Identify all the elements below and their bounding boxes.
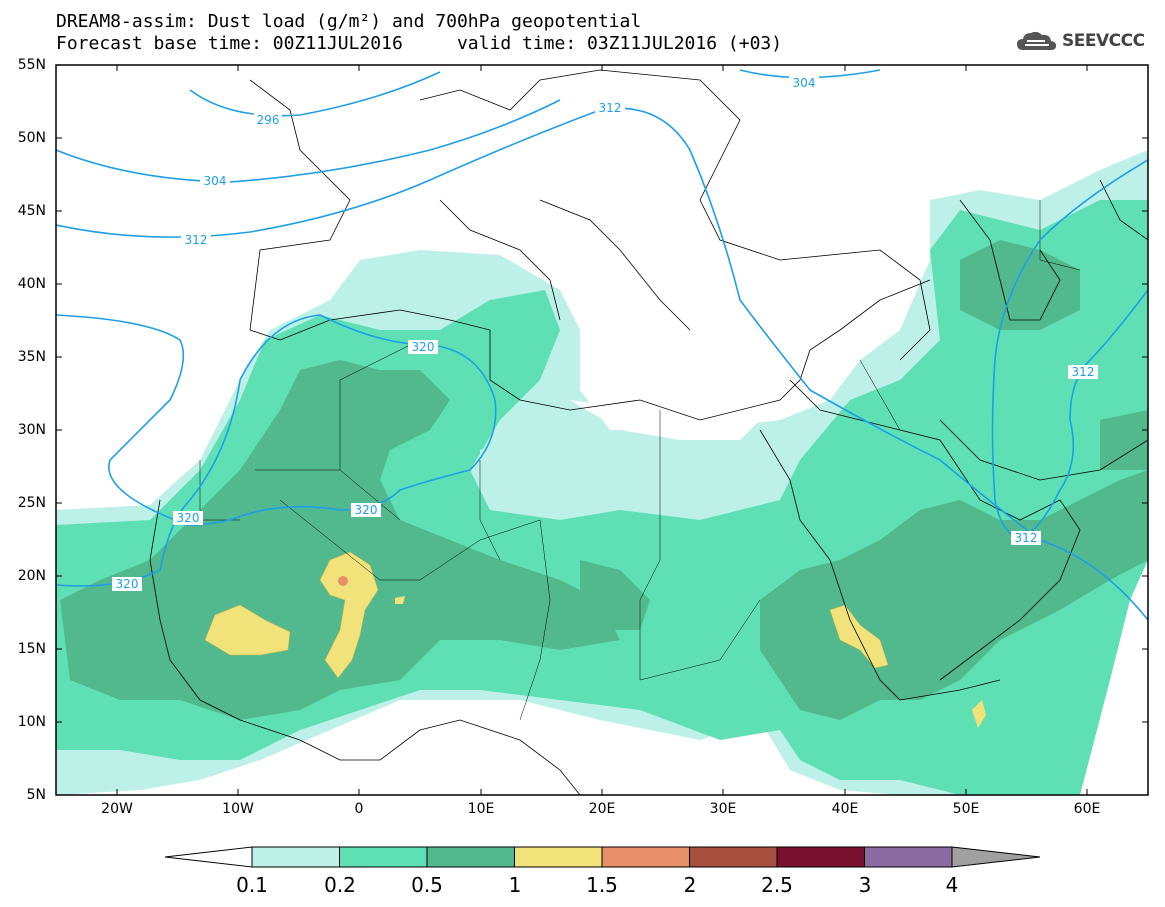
map-title-line-2: Forecast base time: 00Z11JUL2016 valid t… (56, 33, 783, 54)
contour-label: 312 (1072, 365, 1095, 379)
contour-label: 312 (599, 101, 622, 115)
lat-label: 5N (26, 787, 46, 803)
lon-label: 50E (952, 801, 980, 817)
dust-area-0.5-west (60, 360, 620, 720)
lat-label: 35N (17, 349, 46, 365)
dust-area-0.5-east (760, 470, 1148, 720)
dust-area-gap (480, 420, 760, 505)
lat-label: 25N (17, 495, 46, 511)
lon-label: 0 (354, 801, 364, 817)
lat-label: 15N (17, 641, 46, 657)
contour-312-west (56, 107, 1148, 621)
contour-label: 320 (116, 577, 139, 591)
contour-label: 320 (355, 503, 378, 517)
dust-area-1-b (319, 551, 379, 679)
lat-label: 50N (17, 130, 46, 146)
lon-label: 60E (1073, 801, 1101, 817)
logo-text: SEEVCCC (1062, 31, 1145, 51)
lon-label: 20W (101, 801, 133, 817)
dust-area-1-a (204, 604, 291, 656)
colorbar-label: 0.1 (236, 873, 268, 897)
colorbar-label: 4 (945, 873, 959, 897)
contour-label: 304 (204, 174, 227, 188)
lon-label: 10W (222, 801, 254, 817)
contour-label: 296 (257, 113, 280, 127)
contour-label: 312 (185, 233, 208, 247)
contour-label: 312 (1015, 531, 1038, 545)
lon-label: 30E (709, 801, 737, 817)
lat-label: 55N (17, 57, 46, 73)
lat-label: 45N (17, 203, 46, 219)
contour-label: 320 (412, 340, 435, 354)
contour-296 (189, 71, 441, 117)
colorbar-label: 2 (683, 873, 697, 897)
lat-label: 10N (17, 714, 46, 730)
cloud-icon (1017, 31, 1057, 50)
colorbar-label: 1 (508, 873, 522, 897)
contour-label: 304 (793, 76, 816, 90)
lat-label: 30N (17, 422, 46, 438)
lon-label: 20E (588, 801, 616, 817)
dust-area-1-c (829, 604, 889, 669)
colorbar-label: 2.5 (761, 873, 793, 897)
map-title-line-1: DREAM8-assim: Dust load (g/m²) and 700hP… (56, 11, 642, 32)
contour-label: 320 (177, 511, 200, 525)
colorbar-label: 0.5 (411, 873, 443, 897)
colorbar-label: 0.2 (324, 873, 356, 897)
colorbar-label: 3 (858, 873, 872, 897)
contour-304-west (56, 99, 561, 183)
dust-area-1.5 (338, 576, 348, 586)
colorbar-under (164, 846, 253, 868)
colorbar-over (951, 846, 1041, 868)
colorbar-label: 1.5 (586, 873, 618, 897)
contour-320 (56, 314, 497, 587)
lon-label: 10E (467, 801, 495, 817)
lat-label: 20N (17, 568, 46, 584)
colorbar (164, 846, 1041, 868)
lat-label: 40N (17, 276, 46, 292)
lon-label: 40E (831, 801, 859, 817)
